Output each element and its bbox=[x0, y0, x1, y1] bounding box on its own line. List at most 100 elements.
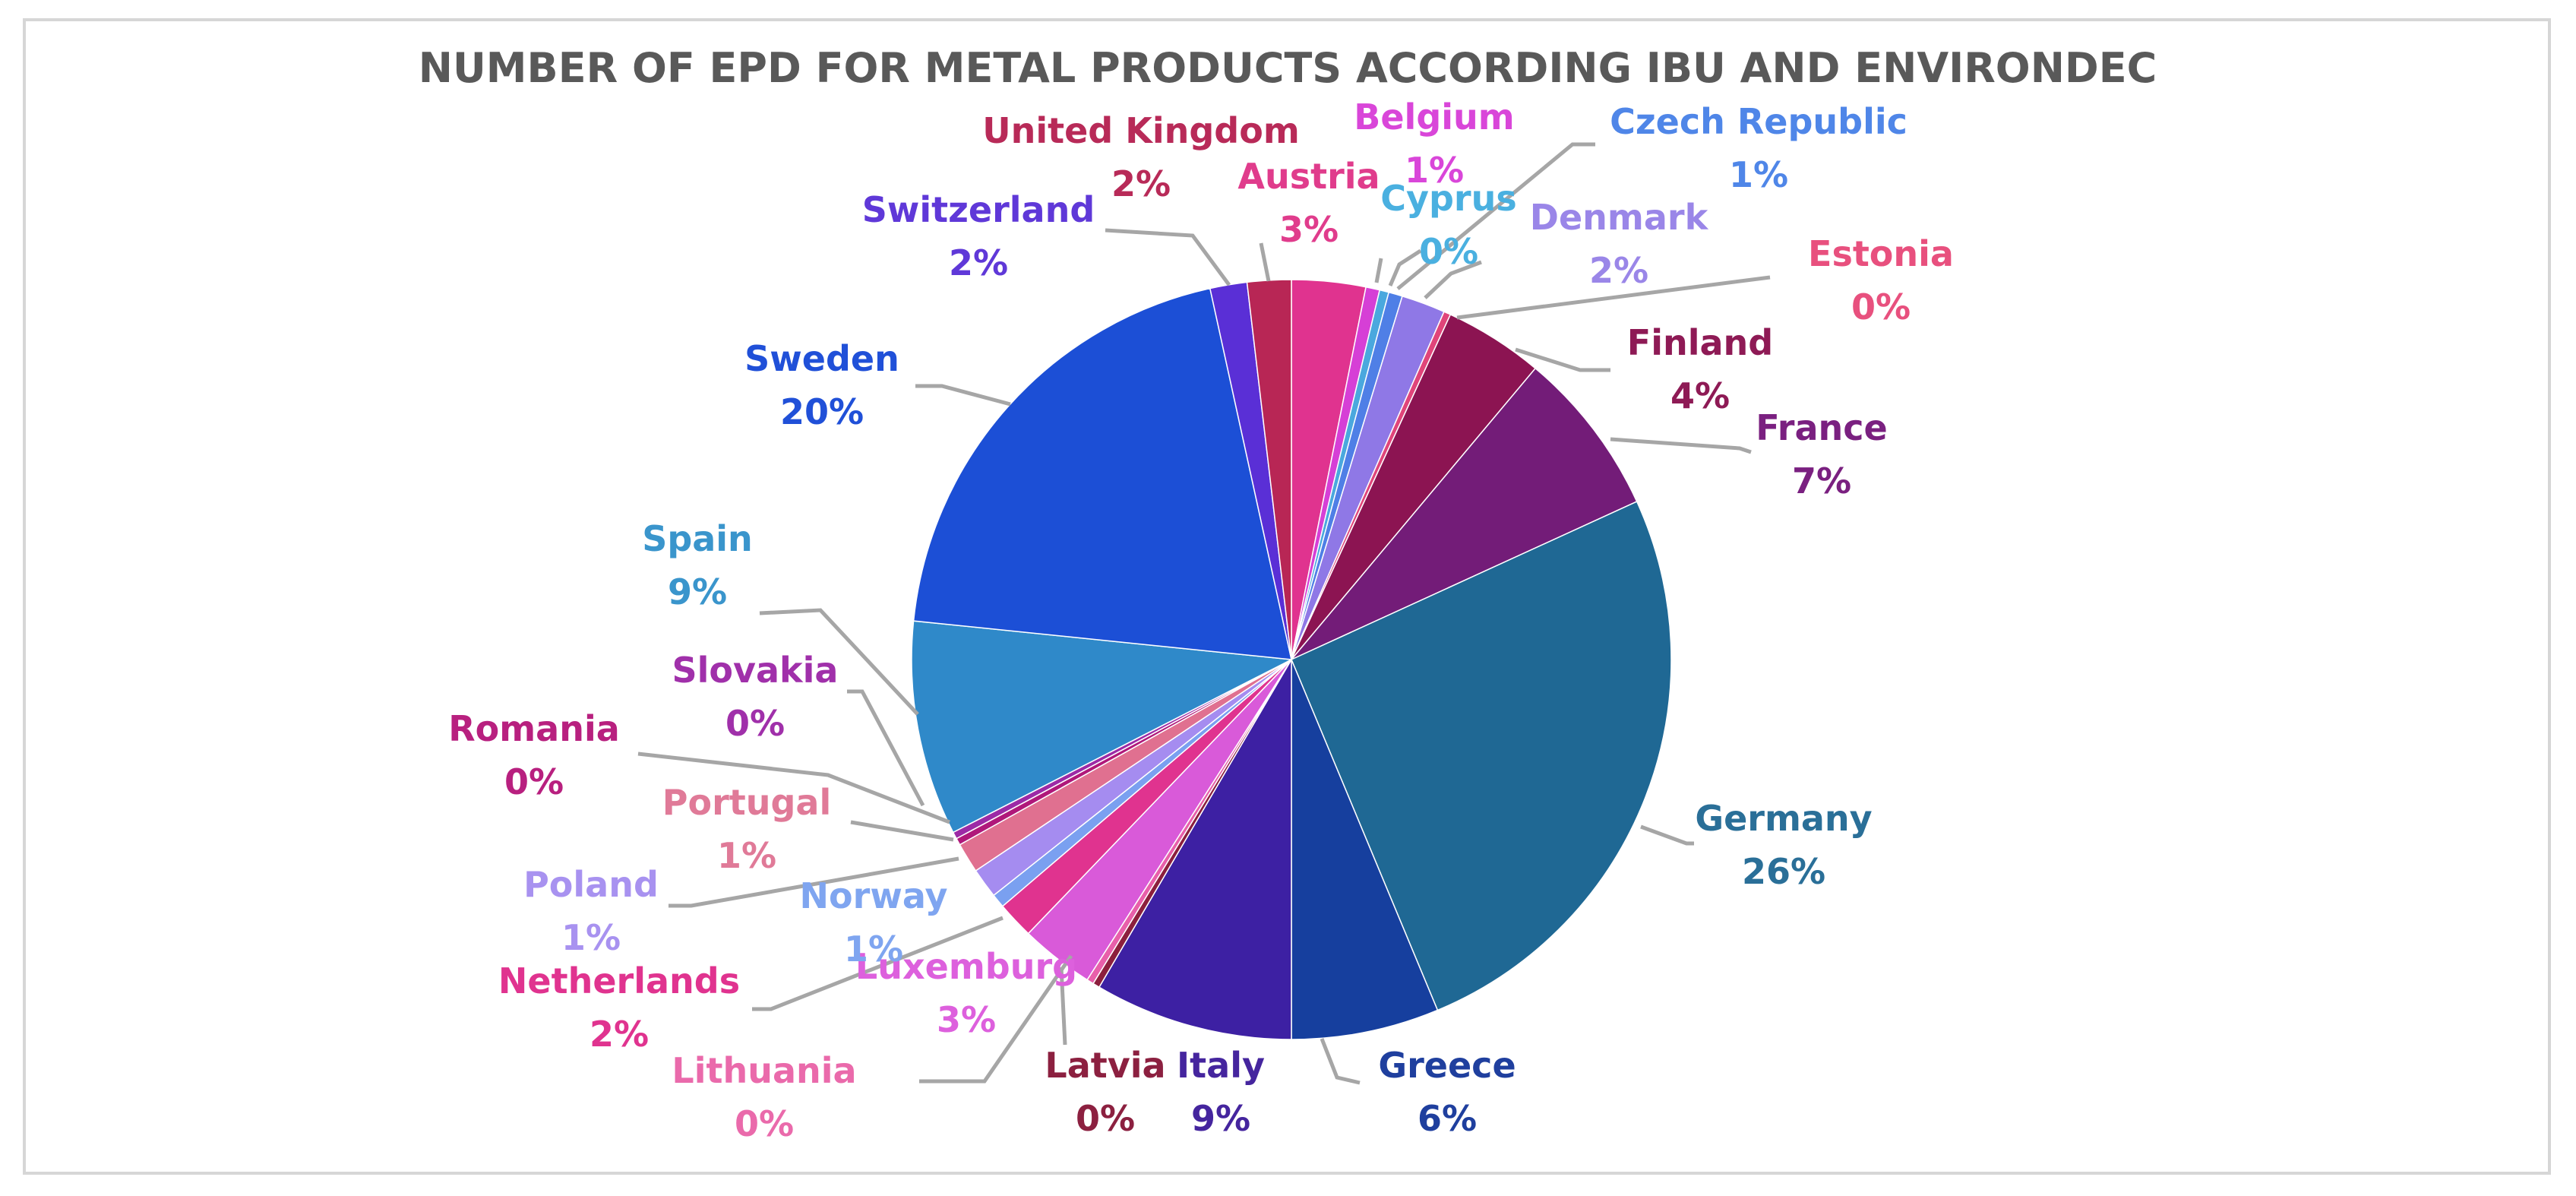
label-percent: 0% bbox=[504, 761, 564, 802]
label-percent: 26% bbox=[1742, 851, 1825, 892]
label-name: Norway bbox=[800, 875, 948, 916]
label-name: France bbox=[1756, 407, 1887, 448]
slice-italy bbox=[1098, 657, 1292, 1040]
pie-slices bbox=[911, 279, 1672, 1040]
slice-labels: Austria 3%Belgium 1%Cyprus 0%Czech Republic… bbox=[448, 97, 1954, 1144]
label-percent: 2% bbox=[949, 242, 1008, 283]
label-name: Cyprus bbox=[1380, 178, 1517, 219]
chart-title: NUMBER OF EPD FOR METAL PRODUCTS ACCORDI… bbox=[419, 44, 2157, 92]
leader-poland bbox=[668, 856, 959, 908]
leader-lines bbox=[637, 142, 1771, 1085]
label-percent: 0% bbox=[725, 703, 785, 744]
label-cyprus: Cyprus 0% bbox=[1380, 178, 1517, 272]
label-poland: Poland 1% bbox=[523, 864, 659, 958]
label-percent: 6% bbox=[1418, 1098, 1477, 1139]
label-percent: 20% bbox=[780, 391, 864, 432]
leader-latvia bbox=[1059, 967, 1067, 1046]
label-percent: 0% bbox=[735, 1103, 794, 1144]
label-latvia: Latvia 0% bbox=[1045, 1045, 1165, 1139]
slice-sweden bbox=[912, 287, 1292, 660]
leader-portugal bbox=[850, 820, 954, 842]
label-name: Belgium bbox=[1354, 97, 1514, 138]
label-lithuania: Lithuania 0% bbox=[672, 1050, 856, 1144]
label-name: Latvia bbox=[1045, 1045, 1165, 1086]
label-czech-republic: Czech Republic 1% bbox=[1610, 101, 1908, 195]
leader-switzerland bbox=[1105, 228, 1231, 286]
leader-slovakia bbox=[847, 689, 925, 807]
label-name: Austria bbox=[1237, 156, 1380, 197]
leader-greece bbox=[1320, 1038, 1361, 1085]
leader-estonia bbox=[1456, 275, 1771, 320]
label-percent: 2% bbox=[589, 1014, 649, 1055]
label-portugal: Portugal 1% bbox=[662, 782, 831, 876]
label-name: Poland bbox=[523, 864, 659, 905]
leader-netherlands bbox=[752, 916, 1004, 1011]
label-name: Netherlands bbox=[498, 960, 740, 1001]
label-netherlands: Netherlands 2% bbox=[498, 960, 740, 1055]
slice-spain bbox=[911, 620, 1294, 834]
leader-romania bbox=[637, 751, 950, 824]
label-estonia: Estonia 0% bbox=[1808, 233, 1954, 327]
label-percent: 3% bbox=[1279, 209, 1339, 250]
label-name: Luxemburg bbox=[855, 946, 1077, 987]
label-percent: 2% bbox=[1589, 250, 1648, 291]
label-italy: Italy 9% bbox=[1177, 1045, 1265, 1139]
label-percent: 1% bbox=[561, 917, 621, 958]
label-slovakia: Slovakia 0% bbox=[672, 650, 839, 744]
label-percent: 0% bbox=[1851, 286, 1911, 327]
label-percent: 7% bbox=[1792, 460, 1851, 501]
leader-belgium bbox=[1374, 258, 1383, 283]
leader-germany bbox=[1640, 824, 1694, 846]
label-percent: 2% bbox=[1111, 163, 1171, 204]
label-percent: 0% bbox=[1076, 1098, 1135, 1139]
label-percent: 4% bbox=[1670, 375, 1730, 416]
label-germany: Germany 26% bbox=[1695, 798, 1872, 892]
leader-czech-republic bbox=[1396, 142, 1595, 290]
label-norway: Norway 1% bbox=[800, 875, 948, 970]
label-name: Finland bbox=[1627, 322, 1773, 363]
label-switzerland: Switzerland 2% bbox=[862, 189, 1095, 283]
label-name: United Kingdom bbox=[982, 110, 1300, 151]
label-percent: 1% bbox=[1729, 154, 1788, 195]
slice-france bbox=[1291, 367, 1638, 660]
label-greece: Greece 6% bbox=[1378, 1045, 1516, 1139]
label-finland: Finland 4% bbox=[1627, 322, 1773, 416]
label-percent: 0% bbox=[1419, 231, 1478, 272]
label-name: Estonia bbox=[1808, 233, 1954, 274]
label-name: Germany bbox=[1695, 798, 1872, 839]
label-name: Italy bbox=[1177, 1045, 1265, 1086]
label-name: Romania bbox=[448, 708, 620, 749]
leader-finland bbox=[1515, 347, 1610, 372]
leader-lithuania bbox=[919, 954, 1073, 1084]
label-belgium: Belgium 1% bbox=[1354, 97, 1514, 191]
slice-greece bbox=[1291, 659, 1439, 1040]
slice-germany bbox=[1291, 501, 1672, 1011]
label-percent: 9% bbox=[668, 571, 727, 612]
label-austria: Austria 3% bbox=[1237, 156, 1380, 250]
leader-sweden bbox=[915, 384, 1011, 407]
label-romania: Romania 0% bbox=[448, 708, 620, 802]
leader-france bbox=[1610, 437, 1752, 454]
label-name: Sweden bbox=[744, 338, 899, 379]
label-percent: 1% bbox=[1405, 150, 1464, 191]
label-luxemburg: Luxemburg 3% bbox=[855, 946, 1077, 1040]
label-name: Greece bbox=[1378, 1045, 1516, 1086]
label-spain: Spain 9% bbox=[642, 518, 753, 612]
label-name: Denmark bbox=[1530, 197, 1709, 238]
label-name: Spain bbox=[642, 518, 753, 559]
label-name: Portugal bbox=[662, 782, 831, 823]
label-percent: 1% bbox=[844, 929, 903, 970]
label-united-kingdom: United Kingdom 2% bbox=[982, 110, 1300, 204]
leader-denmark bbox=[1424, 260, 1482, 299]
leader-cyprus bbox=[1388, 248, 1422, 286]
label-denmark: Denmark 2% bbox=[1530, 197, 1709, 291]
label-sweden: Sweden 20% bbox=[744, 338, 899, 432]
label-name: Switzerland bbox=[862, 189, 1095, 230]
leader-spain bbox=[759, 608, 919, 716]
label-percent: 3% bbox=[937, 999, 996, 1040]
label-percent: 1% bbox=[717, 835, 776, 876]
label-name: Czech Republic bbox=[1610, 101, 1908, 142]
label-name: Lithuania bbox=[672, 1050, 856, 1091]
label-percent: 9% bbox=[1191, 1098, 1250, 1139]
